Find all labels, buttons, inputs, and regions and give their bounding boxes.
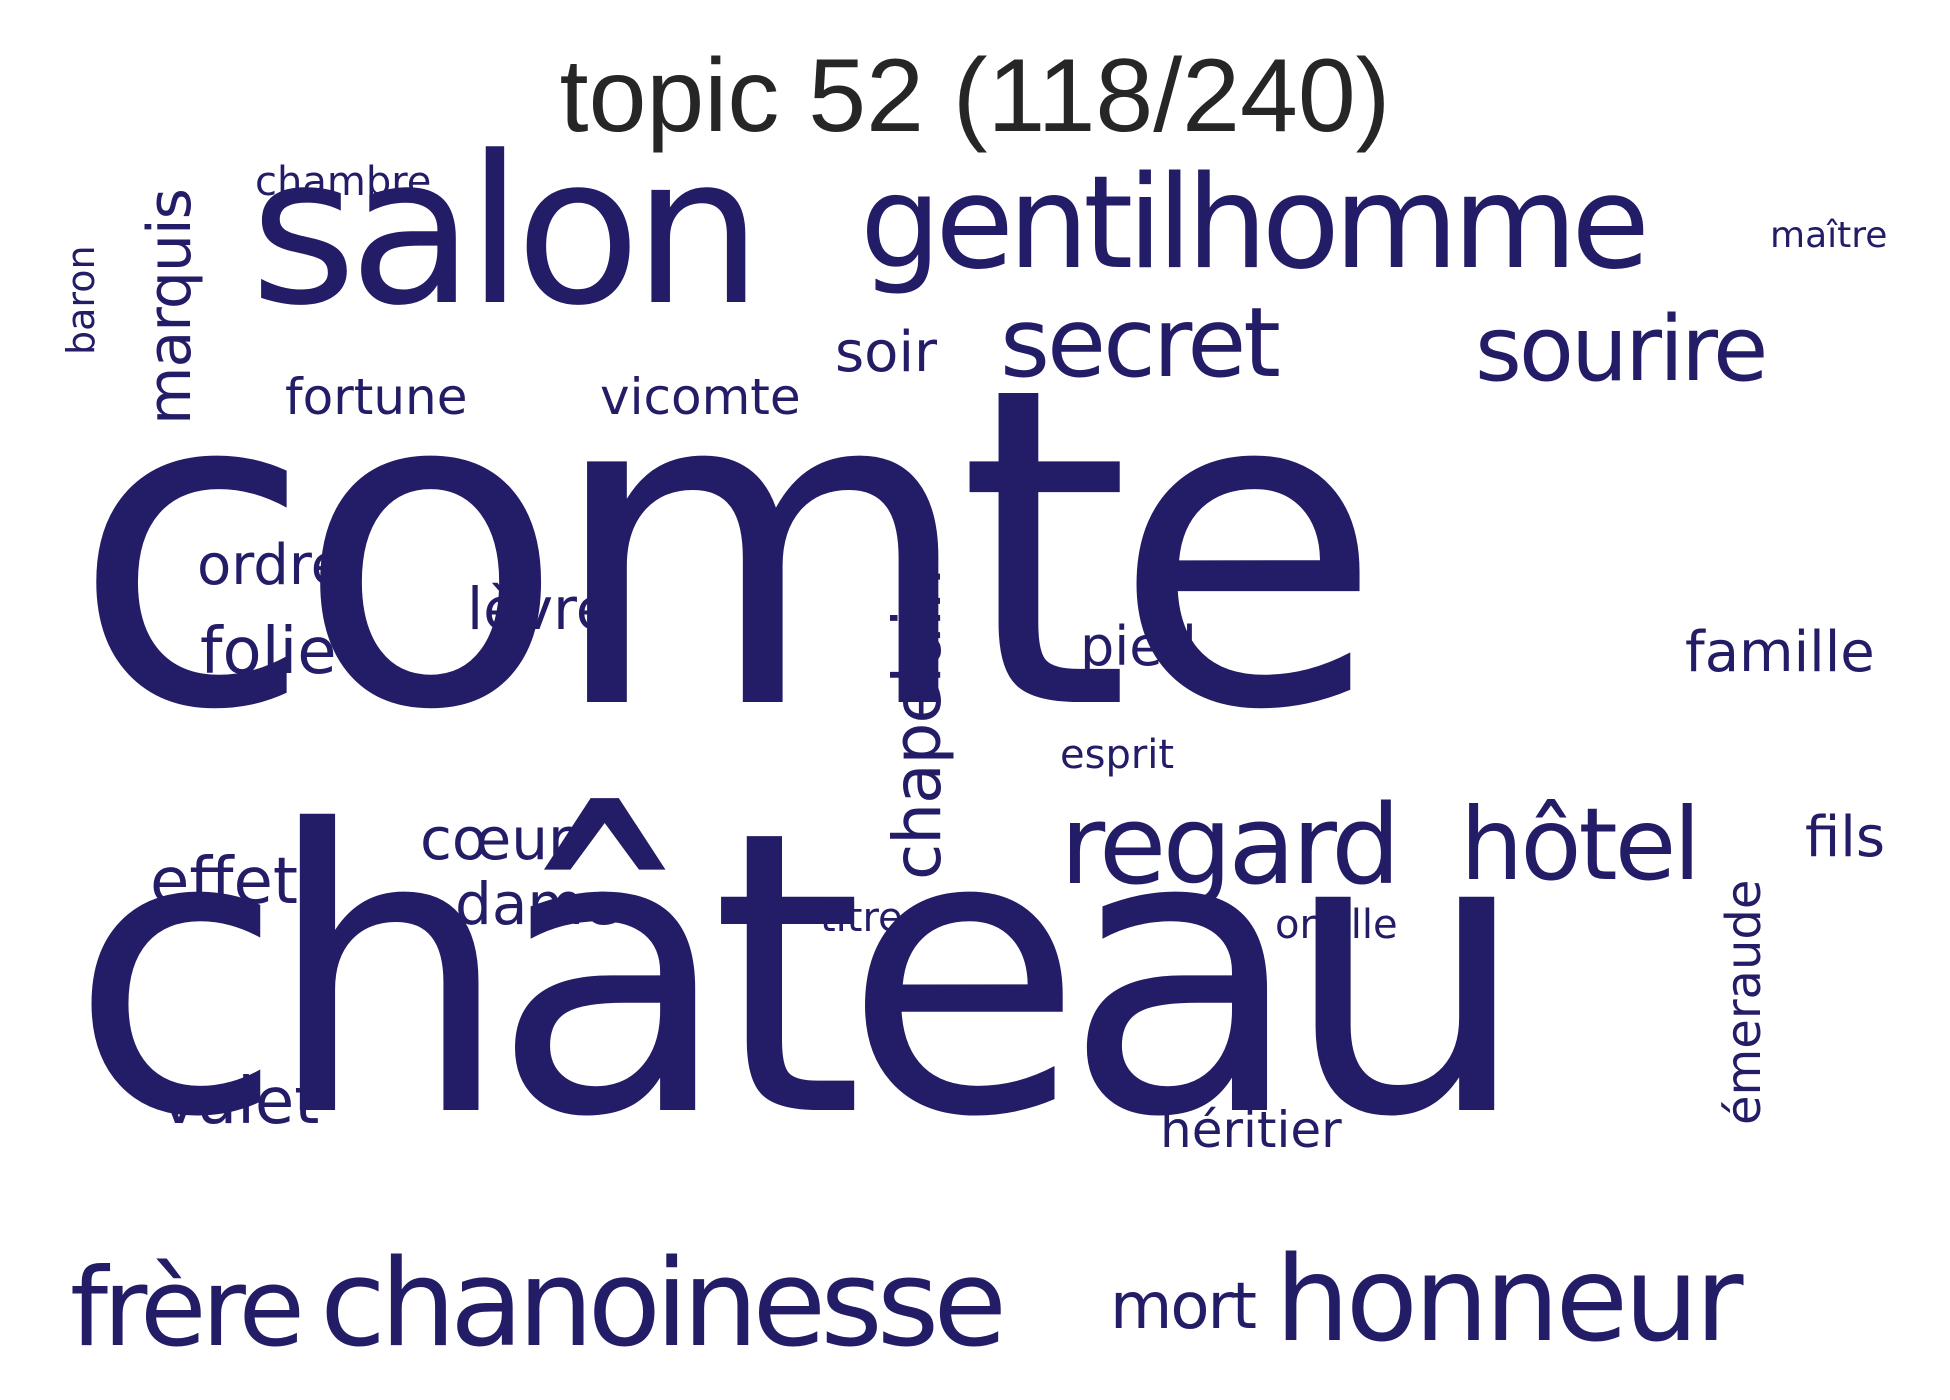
word-emeraude: émeraude (1716, 879, 1772, 1125)
word-frere: frère (70, 1246, 305, 1371)
word-dame: dame (455, 870, 620, 938)
word-chapelain: chapelain (879, 568, 956, 880)
word-comte: comte (72, 294, 1383, 806)
word-vicomte: vicomte (600, 368, 801, 426)
word-fortune: fortune (285, 368, 468, 426)
word-chambre: chambre (255, 159, 432, 205)
word-regard: regard (1060, 781, 1401, 909)
word-coeur: cœur (420, 805, 572, 873)
word-valet: valet (160, 1065, 320, 1139)
word-salon: salon (250, 113, 763, 351)
word-gentilhomme: gentilhomme (860, 149, 1650, 298)
word-folie: folie (200, 615, 337, 689)
word-fils: fils (1805, 805, 1886, 870)
word-chateau: château (70, 748, 1530, 1202)
chart-title: topic 52 (118/240) (559, 38, 1391, 154)
word-baron: baron (59, 245, 103, 355)
word-ordre: ordre (197, 533, 346, 598)
word-heritier: héritier (1160, 1101, 1342, 1159)
word-honneur: honneur (1275, 1230, 1743, 1368)
word-secret: secret (1000, 287, 1281, 399)
word-titre: titre (820, 895, 903, 941)
word-hotel: hôtel (1460, 786, 1701, 903)
word-famille: famille (1685, 620, 1875, 685)
word-mort: mort (1110, 1270, 1257, 1344)
word-levre: lèvre (467, 575, 612, 643)
word-maitre: maître (1770, 215, 1888, 256)
word-esprit: esprit (1060, 732, 1175, 778)
word-chanoinesse: chanoinesse (320, 1235, 1007, 1374)
word-pied: pied (1080, 615, 1197, 678)
word-soir: soir (835, 320, 938, 385)
word-oreille: oreille (1275, 902, 1398, 948)
word-sourire: sourire (1475, 297, 1768, 402)
word-effet: effet (150, 845, 298, 919)
word-marquis: marquis (135, 189, 205, 425)
